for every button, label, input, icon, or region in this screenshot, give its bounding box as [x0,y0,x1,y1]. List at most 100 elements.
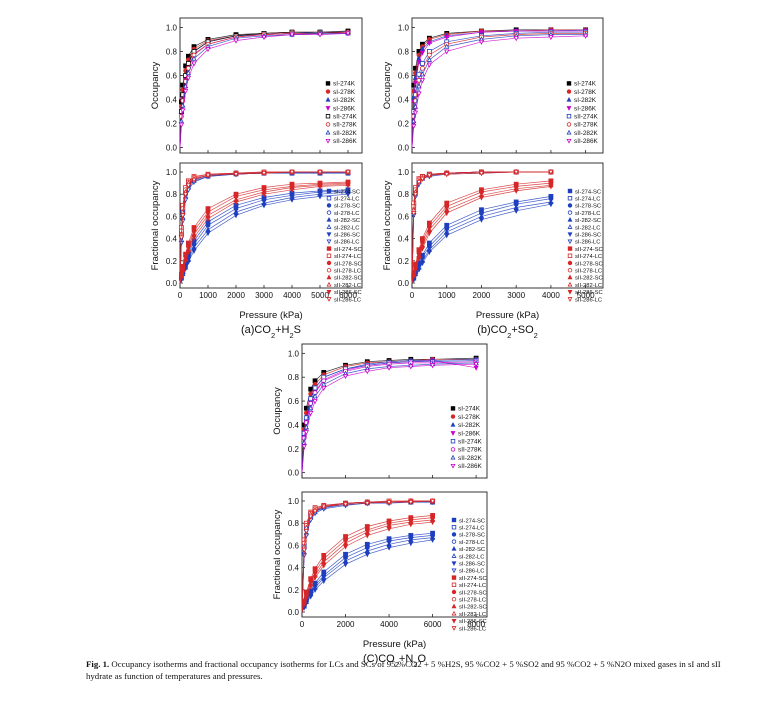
legend-label-si-278k: sI-278K [458,414,481,421]
legend-label-sii-274-lc: sII-274-LC [334,254,361,260]
legend-marker-sii-282-sc [451,603,457,609]
panel-a-fractional-legend: sI-274-SCsI-274-LCsI-278-SCsI-278-LCsI-2… [326,188,362,303]
data-point-si-286-sc [342,562,349,568]
data-point-sii-286k [205,47,211,53]
data-point-sii-286-lc [205,173,211,179]
legend-label-sii-274-sc: sII-274-SC [334,247,362,253]
y-tick-label: 0.0 [398,279,410,288]
y-tick-label: 0.4 [166,96,178,105]
legend-marker-sii-274-lc [451,582,457,587]
data-point-si-286-sc [191,248,197,254]
legend-label-sii-278-lc: sII-278-LC [575,269,602,275]
data-point-sii-286-sc [408,522,414,528]
data-point-sii-286-lc [419,176,426,182]
legend-label-sii-278-sc: sII-278-SC [334,261,362,267]
data-point-sii-286-sc [182,258,189,264]
legend-label-si-274k: sI-274K [333,81,356,88]
panel-a-fractional-y-axis-label: Fractional occupancy [150,180,161,270]
panel-b-label: (b)CO2+SO2 [477,324,538,340]
data-point-si-286k [444,35,450,41]
data-point-sii-286-sc [185,249,192,255]
data-point-si-286-sc [444,233,450,239]
data-point-sii-286k [386,365,392,371]
series-sii-278k [178,29,351,148]
series-sii-286-sc [178,183,351,284]
data-point-sii-286-sc [419,246,426,252]
data-point-sii-286-lc [182,192,189,198]
data-point-sii-286-lc [364,501,370,507]
legend-marker-sii-286-sc [567,289,573,295]
legend-label-sii-278k: sII-278K [574,122,599,129]
panel-b-fractional-y-axis-label: Fractional occupancy [382,180,393,270]
data-point-sii-286k [308,410,314,417]
series-line-si-278k [411,29,586,148]
y-tick-label: 0.6 [166,71,178,80]
data-point-si-286k [478,30,485,36]
y-tick-label: 0.6 [288,397,300,406]
legend-marker-si-286-sc [451,561,457,567]
legend-label-si-282-sc: sI-282-SC [575,218,601,224]
legend-label-sii-274-lc: sII-274-LC [575,254,602,260]
data-point-si-286-sc [386,545,392,551]
y-tick-label: 0.2 [288,445,300,454]
data-point-sii-286-sc [444,211,450,217]
data-point-sii-282k [191,55,197,61]
x-tick-label: 1000 [438,291,456,300]
series-sii-278k [301,359,479,473]
panel-b-occupancy-y-axis-label: Occupancy [382,61,393,109]
x-tick-label: 5000 [577,291,595,300]
panel-a-occupancy-y-axis-label: Occupancy [150,61,161,109]
legend-label-si-286-lc: sI-286-LC [459,569,484,575]
legend-marker-sii-274-lc [326,253,332,258]
legend-label-sii-274-sc: sII-274-SC [575,247,603,253]
panel-label-part: +N [399,653,413,665]
panel-label-part: (b)CO [477,324,507,336]
legend-marker-si-282k [566,96,572,102]
y-tick-label: 0.8 [288,519,300,528]
series-line-sii-278k [411,33,586,148]
legend-label-sii-282k: sII-282K [574,130,599,137]
y-tick-label: 0.2 [398,257,410,266]
legend-label-si-274-sc: sI-274-SC [459,518,485,524]
data-point-sii-286-lc [412,192,419,198]
panel-label-part: 2 [289,331,293,340]
data-point-sii-286k [364,369,370,375]
legend-label-si-278-sc: sI-278-SC [459,533,485,539]
panel-label-part: +H [275,324,289,336]
panel-c-fractional-y-axis-label: Fractional occupancy [272,509,283,599]
data-point-sii-286-lc [513,169,519,176]
y-tick-label: 1.0 [288,349,300,358]
legend-label-si-282-lc: sI-282-LC [334,225,359,231]
data-point-si-286-sc [426,249,433,255]
legend-marker-sii-278-sc [451,589,457,595]
legend-label-si-278k: sI-278K [333,89,356,96]
data-point-si-286-sc [205,231,211,237]
data-point-sii-286-sc [548,184,554,190]
legend-marker-sii-282k [450,454,456,460]
x-tick-label: 4000 [542,291,560,300]
data-point-sii-286-lc [411,211,417,217]
x-tick-label: 2000 [337,620,355,629]
data-point-sii-286-sc [478,195,485,201]
series-sii-286-lc [411,169,554,284]
x-tick-label: 0 [178,291,183,300]
legend-marker-si-274k [325,81,331,86]
legend-marker-sii-286k [450,463,456,469]
legend-marker-si-286k [566,106,572,111]
legend-marker-si-282-lc [567,224,573,229]
data-point-sii-286k [345,31,351,37]
legend-marker-si-282k [450,421,456,427]
legend-marker-si-278-sc [326,203,332,208]
series-si-286k [411,29,589,148]
data-point-sii-286k [191,61,197,67]
legend-label-si-286-sc: sI-286-SC [459,562,485,568]
y-tick-label: 0.6 [398,71,410,80]
legend-marker-si-278-lc [451,539,457,544]
y-tick-label: 0.4 [398,96,410,105]
data-point-sii-286-lc [233,172,239,178]
data-point-sii-286k [548,35,554,41]
legend-label-sii-278k: sII-278K [333,122,358,129]
x-tick-label: 2000 [473,291,491,300]
legend-marker-si-278k [450,414,456,419]
legend-label-si-274-lc: sI-274-LC [459,526,484,532]
